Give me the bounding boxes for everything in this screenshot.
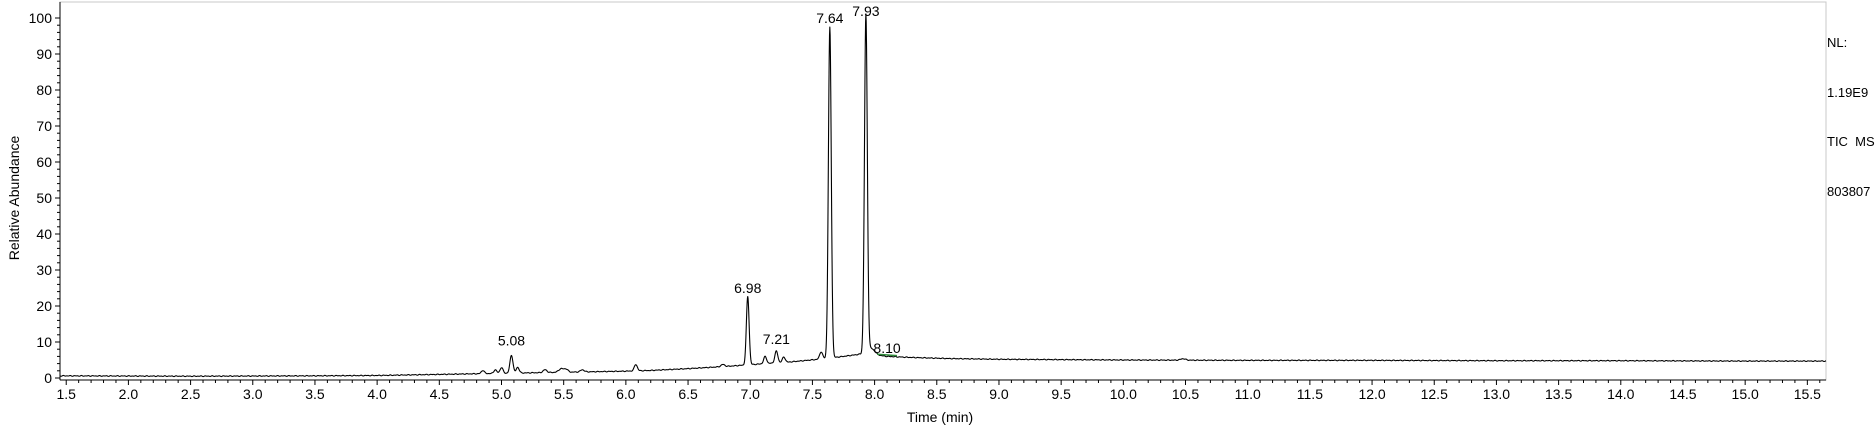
x-tick-label: 4.0 <box>367 386 387 402</box>
peak-label: 8.10 <box>873 340 900 356</box>
x-tick-label: 2.0 <box>119 386 139 402</box>
tic-trace-line <box>59 13 1827 378</box>
x-tick-label: 11.5 <box>1297 386 1323 402</box>
info-box: NL: 1.19E9 TIC MS 803807 <box>1827 2 1875 217</box>
plot-area <box>59 1 1827 381</box>
x-tick-label: 5.5 <box>554 386 574 402</box>
integration-mark <box>877 353 898 357</box>
x-tick-label: 11.0 <box>1235 386 1261 402</box>
x-tick-label: 5.0 <box>492 386 512 402</box>
x-tick-label: 12.5 <box>1421 386 1448 402</box>
x-axis-ticks: 1.5 2.0 2.5 3.0 3.5 4.0 4.5 5.0 5.5 6.0 6.5 7.0 7.5 8… <box>56 380 1821 402</box>
file-id: 803807 <box>1827 183 1871 199</box>
y-tick-label: 20 <box>36 298 52 314</box>
x-tick-label: 10.0 <box>1110 386 1137 402</box>
nl-value: 1.19E9 <box>1827 84 1869 100</box>
x-tick-label: 7.5 <box>803 386 823 402</box>
x-tick-label: 4.5 <box>430 386 450 402</box>
x-tick-label: 13.0 <box>1483 386 1510 402</box>
peak-label: 5.08 <box>498 333 525 349</box>
x-tick-label: 10.5 <box>1172 386 1199 402</box>
peak-label: 6.98 <box>734 280 761 296</box>
nl-label: NL: <box>1827 35 1848 50</box>
y-tick-label: 100 <box>29 10 53 26</box>
y-tick-label: 30 <box>36 262 52 278</box>
x-tick-label: 14.0 <box>1607 386 1634 402</box>
x-tick-label: 2.5 <box>181 386 201 402</box>
axes <box>59 2 1826 381</box>
x-tick-label: 9.0 <box>989 386 1009 402</box>
peak-label: 7.64 <box>816 10 843 26</box>
x-tick-label: 9.5 <box>1051 386 1071 402</box>
x-tick-label: 3.0 <box>243 386 263 402</box>
tic-trace <box>59 13 1827 378</box>
x-tick-label: 1.5 <box>56 386 76 402</box>
trace-type: TIC MS <box>1827 134 1875 149</box>
x-tick-label: 14.5 <box>1669 386 1696 402</box>
plot-frame <box>59 1 1827 381</box>
y-axis-title: Relative Abundance <box>6 136 22 261</box>
y-tick-label: 90 <box>36 46 52 62</box>
x-tick-label: 15.5 <box>1794 386 1821 402</box>
peak-label: 7.93 <box>852 3 879 19</box>
x-tick-label: 8.5 <box>927 386 947 402</box>
x-tick-label: 8.0 <box>865 386 885 402</box>
x-tick-label: 3.5 <box>305 386 325 402</box>
x-tick-label: 6.0 <box>616 386 636 402</box>
y-tick-label: 60 <box>36 154 52 170</box>
y-tick-label: 10 <box>36 334 52 350</box>
x-axis-title: Time (min) <box>907 409 973 425</box>
peak-label: 7.21 <box>763 331 790 347</box>
x-tick-label: 13.5 <box>1545 386 1572 402</box>
y-tick-label: 40 <box>36 226 52 242</box>
y-axis-ticks: 0 10 20 30 40 50 60 70 80 90 100 <box>29 10 60 386</box>
x-tick-label: 15.0 <box>1732 386 1759 402</box>
x-tick-label: 7.0 <box>740 386 760 402</box>
x-tick-label: 6.5 <box>678 386 698 402</box>
y-tick-label: 0 <box>44 370 52 386</box>
y-tick-label: 80 <box>36 82 52 98</box>
y-tick-label: 50 <box>36 190 52 206</box>
y-tick-label: 70 <box>36 118 52 134</box>
peak-annotations: 5.08 6.98 7.21 7.64 7.93 8.10 <box>498 3 901 357</box>
x-tick-label: 12.0 <box>1358 386 1385 402</box>
